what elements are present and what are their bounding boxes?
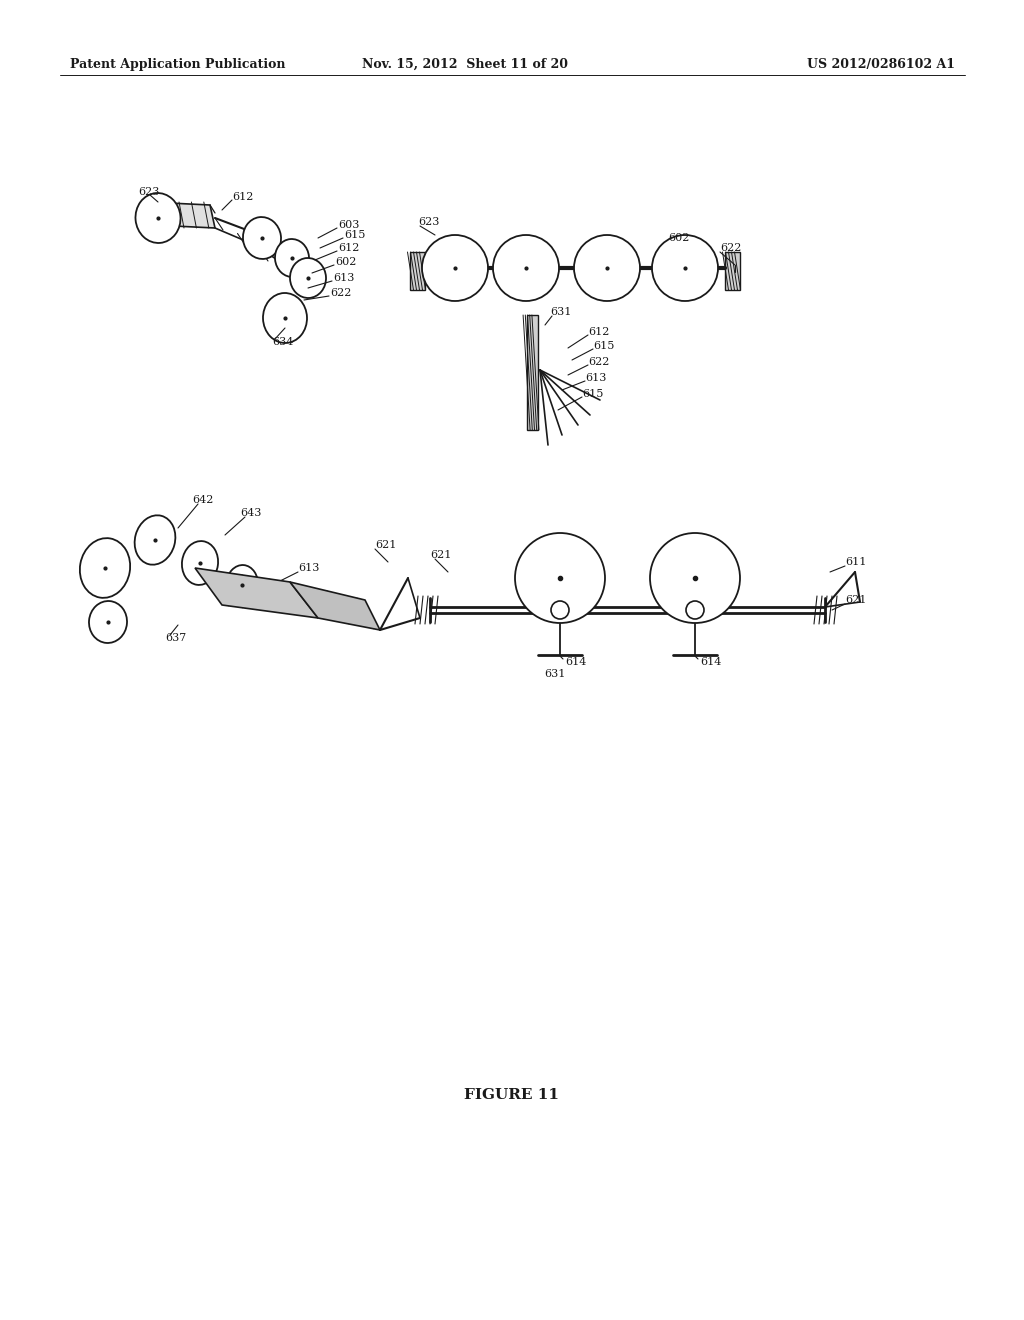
Ellipse shape xyxy=(135,193,180,243)
Ellipse shape xyxy=(243,216,281,259)
Text: US 2012/0286102 A1: US 2012/0286102 A1 xyxy=(807,58,955,71)
Text: 637: 637 xyxy=(165,634,186,643)
Circle shape xyxy=(515,533,605,623)
Text: 614: 614 xyxy=(565,657,587,667)
Text: FIGURE 11: FIGURE 11 xyxy=(465,1088,559,1102)
Ellipse shape xyxy=(275,239,309,277)
Text: 631: 631 xyxy=(545,669,565,678)
Text: 611: 611 xyxy=(845,557,866,568)
Circle shape xyxy=(652,235,718,301)
Ellipse shape xyxy=(226,565,258,605)
Text: 621: 621 xyxy=(845,595,866,605)
Text: Patent Application Publication: Patent Application Publication xyxy=(70,58,286,71)
Text: 622: 622 xyxy=(330,288,351,298)
Ellipse shape xyxy=(134,515,175,565)
Text: 622: 622 xyxy=(720,243,741,253)
Polygon shape xyxy=(148,202,215,228)
Text: 613: 613 xyxy=(585,374,606,383)
Circle shape xyxy=(551,601,569,619)
Circle shape xyxy=(650,533,740,623)
Circle shape xyxy=(493,235,559,301)
Text: 612: 612 xyxy=(588,327,609,337)
Text: 615: 615 xyxy=(582,389,603,399)
Text: 615: 615 xyxy=(344,230,366,240)
Ellipse shape xyxy=(80,539,130,598)
Text: 631: 631 xyxy=(550,308,571,317)
Text: 602: 602 xyxy=(335,257,356,267)
Text: 602: 602 xyxy=(668,234,689,243)
Text: 621: 621 xyxy=(430,550,452,560)
Text: 603: 603 xyxy=(338,220,359,230)
Text: 613: 613 xyxy=(298,564,319,573)
Polygon shape xyxy=(410,252,425,290)
Circle shape xyxy=(574,235,640,301)
Text: 623: 623 xyxy=(138,187,160,197)
Circle shape xyxy=(686,601,705,619)
Text: 623: 623 xyxy=(418,216,439,227)
Polygon shape xyxy=(725,252,740,290)
Text: Nov. 15, 2012  Sheet 11 of 20: Nov. 15, 2012 Sheet 11 of 20 xyxy=(362,58,568,71)
Text: 614: 614 xyxy=(700,657,721,667)
Polygon shape xyxy=(527,315,538,430)
Text: 642: 642 xyxy=(193,495,213,506)
Ellipse shape xyxy=(290,257,326,298)
Ellipse shape xyxy=(263,293,307,343)
Text: 634: 634 xyxy=(272,337,293,347)
Text: 621: 621 xyxy=(375,540,396,550)
Text: 612: 612 xyxy=(338,243,359,253)
Text: 613: 613 xyxy=(333,273,354,282)
Polygon shape xyxy=(290,582,380,630)
Ellipse shape xyxy=(89,601,127,643)
Text: 612: 612 xyxy=(232,191,253,202)
Text: 643: 643 xyxy=(240,508,261,517)
Text: 622: 622 xyxy=(588,356,609,367)
Circle shape xyxy=(422,235,488,301)
Text: 615: 615 xyxy=(593,341,614,351)
Ellipse shape xyxy=(182,541,218,585)
Polygon shape xyxy=(195,568,318,618)
